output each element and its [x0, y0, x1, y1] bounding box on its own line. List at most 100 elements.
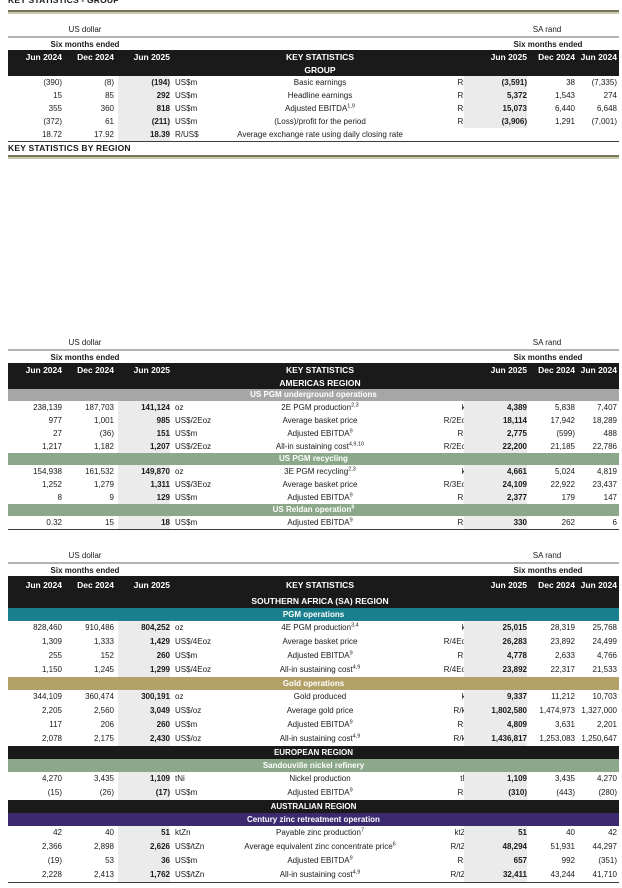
column-header-jun-2024: Jun 2024	[580, 365, 617, 375]
table-row: 15 85 292 US$m Headline earnings Rm5,372 1,543…	[8, 89, 619, 102]
cell-us-col3-highlight: 129	[118, 491, 170, 504]
section-band-label: AUSTRALIAN REGION	[270, 802, 357, 811]
cell-sa-col3: 18,289	[592, 416, 617, 425]
currency-label-sa-rand: SA rand	[532, 338, 562, 347]
header-subtitle-row: GROUP	[8, 63, 619, 76]
cell-unit-us: R/US$	[175, 130, 199, 139]
row-label: 2E PGM production2,3	[281, 402, 359, 412]
header-columns-row: Jun 2024 Dec 2024 Jun 2025 KEY STATISTICS Ju…	[8, 363, 619, 376]
period-row: Six months ended Six months ended	[0, 38, 622, 50]
column-header-dec-2024: Dec 2024	[538, 580, 575, 590]
cell-unit-us: oz	[175, 467, 184, 476]
cell-us-col3-highlight: 151	[118, 427, 170, 440]
cell-sa-col2: 2,633	[554, 651, 575, 660]
americas-region-table: US dollar SA rand Six months ended Six mont…	[0, 337, 622, 530]
row-label-footnote: 3,4	[351, 622, 359, 629]
cell-us-col2: 1,245	[93, 665, 114, 674]
cell-sa-col3: (280)	[598, 788, 617, 797]
period-label-right: Six months ended	[513, 40, 583, 49]
period-row: Six months ended Six months ended	[0, 564, 622, 576]
cell-sa-col3: 24,499	[592, 637, 617, 646]
cell-us-col3-highlight: 1,762	[118, 868, 170, 882]
cell-unit-sa: Rm	[420, 115, 470, 128]
row-label-footnote: 4,9	[352, 664, 361, 671]
period-row: Six months ended Six months ended	[0, 351, 622, 363]
cell-sa-col2: 40	[566, 828, 575, 837]
period-label-left: Six months ended	[50, 566, 120, 575]
cell-us-col3-highlight: 1,311	[118, 478, 170, 491]
cell-unit-sa: R/2Eoz	[443, 416, 470, 425]
cell-us-col2: 2,175	[93, 734, 114, 743]
cell-sa-col3: 10,703	[592, 692, 617, 701]
cell-sa-col1-highlight: 22,200	[464, 440, 527, 453]
section-band: Gold operations	[8, 677, 619, 690]
column-header-jun-2024: Jun 2024	[580, 52, 617, 62]
cell-us-col2: 2,413	[93, 870, 114, 879]
cell-sa-col2: 38	[566, 78, 575, 87]
page-title-group: KEY STATISTICS - GROUP	[8, 0, 120, 5]
cell-unit-sa: R/4Eoz	[443, 665, 470, 674]
cell-us-col1: 154,938	[33, 467, 62, 476]
row-label-footnote: 4,9	[352, 733, 361, 740]
cell-us-col3-highlight: 149,870	[118, 465, 170, 478]
cell-sa-col2: 1,253,083	[539, 734, 575, 743]
cell-unit-sa: Rm	[420, 718, 470, 732]
cell-us-col1: 42	[53, 828, 62, 837]
table-row: 42 40 51 ktZn Payable zinc production7 ktZn 51…	[8, 826, 619, 840]
column-header-dec-2024: Dec 2024	[77, 52, 114, 62]
cell-sa-col3: 6,648	[596, 104, 617, 113]
row-label: Average basket price	[282, 416, 358, 425]
cell-unit-sa: Rm	[420, 786, 470, 800]
cell-us-col1: 2,228	[41, 870, 62, 879]
section-band-label: US PGM underground operations	[250, 390, 377, 399]
table-row: 344,109 360,474 300,191 oz Gold produced kg9,…	[8, 690, 619, 704]
cell-sa-col3: 4,819	[596, 467, 617, 476]
cell-unit-sa: R/kg	[453, 734, 470, 743]
cell-unit-us: US$m	[175, 429, 198, 438]
cell-sa-col1-highlight: 4,809	[464, 718, 527, 732]
cell-us-col1: 255	[48, 651, 62, 660]
cell-sa-col2: (443)	[556, 788, 575, 797]
cell-unit-us: US$/2Eoz	[175, 416, 212, 425]
row-label: Adjusted EBITDA9	[287, 517, 353, 527]
cell-sa-col2: 17,942	[550, 416, 575, 425]
header-columns-row: Jun 2024 Dec 2024 Jun 2025 KEY STATISTICS Ju…	[8, 50, 619, 63]
row-label: All-in sustaining cost4,9	[279, 869, 361, 879]
cell-sa-col1-highlight: 1,436,817	[464, 732, 527, 746]
header-title: KEY STATISTICS	[285, 365, 354, 375]
cell-unit-sa: Rm	[420, 102, 470, 115]
row-label: Adjusted EBITDA1,9	[285, 103, 355, 113]
column-header-jun-2024: Jun 2024	[580, 580, 617, 590]
cell-sa-col1-highlight: 1,802,580	[464, 704, 527, 718]
column-header-jun-2025: Jun 2025	[490, 580, 527, 590]
cell-unit-sa: ktZn	[454, 828, 470, 837]
cell-unit-us: US$m	[175, 651, 198, 660]
table-row: 238,139 187,703 141,124 oz 2E PGM production…	[8, 401, 619, 414]
table-row: 18.72 17.92 18.39 R/US$ Average exchange rat…	[8, 128, 619, 141]
table-row: 977 1,001 985 US$/2Eoz Average basket price R…	[8, 414, 619, 427]
cell-us-col1: 1,217	[41, 442, 62, 451]
cell-us-col2: 3,435	[93, 774, 114, 783]
cell-unit-us: oz	[175, 623, 184, 632]
cell-unit-sa: Rm	[420, 854, 470, 868]
cell-unit-sa: Rm	[420, 649, 470, 663]
cell-unit-sa: R/3Eoz	[443, 480, 470, 489]
row-label: Average basket price	[282, 637, 358, 646]
row-label-footnote: 2,3	[351, 402, 359, 409]
cell-unit-sa: R/tZn	[450, 870, 470, 879]
cell-unit-sa: R/2Eoz	[443, 442, 470, 451]
cell-sa-col1-highlight: 1,109	[464, 772, 527, 786]
table-row: 1,309 1,333 1,429 US$/4Eoz Average basket pr…	[8, 635, 619, 649]
cell-us-col3-highlight: 18.39	[118, 128, 170, 141]
cell-unit-sa: Rm	[420, 516, 470, 529]
period-label-right: Six months ended	[513, 566, 583, 575]
southern-africa-region-table: US dollar SA rand Six months ended Six mont…	[0, 550, 622, 883]
section-band-footnote: 8	[351, 504, 355, 511]
column-header-dec-2024: Dec 2024	[538, 52, 575, 62]
section-band: US PGM underground operations	[8, 389, 619, 401]
currency-underline	[8, 349, 619, 351]
cell-sa-col3: 6	[612, 518, 617, 527]
table-header-band: Jun 2024 Dec 2024 Jun 2025 KEY STATISTICS Ju…	[8, 363, 619, 389]
row-label-footnote: 9	[349, 787, 353, 794]
